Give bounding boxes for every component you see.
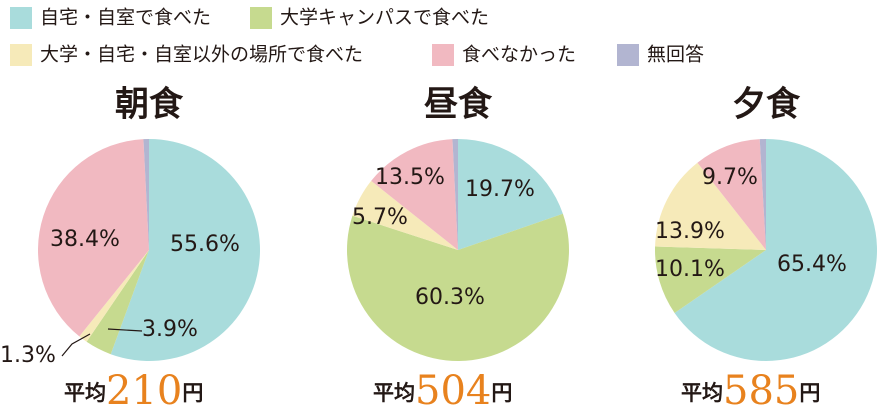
pie-slice: [458, 139, 563, 250]
data-label: 1.3%: [0, 343, 56, 368]
average-label: 平均: [373, 381, 415, 405]
average-label: 平均: [64, 381, 106, 405]
pie-slice: [347, 213, 569, 362]
average-value: 585: [723, 368, 799, 414]
average-value: 210: [106, 368, 182, 414]
data-label: 65.4%: [777, 252, 847, 277]
pie-slice: [79, 250, 149, 342]
data-label: 55.6%: [170, 232, 240, 257]
average: 平均585円: [681, 368, 820, 414]
legend-label: 無回答: [647, 44, 704, 66]
pie-slice: [86, 250, 149, 355]
pie-slice: [452, 139, 458, 250]
legend-label: 自宅・自室で食べた: [40, 7, 211, 29]
data-label: 3.9%: [142, 317, 198, 342]
chart-title: 朝食: [115, 85, 184, 125]
data-label: 60.3%: [415, 285, 485, 310]
legend-swatch: [10, 44, 32, 66]
pie-slice: [110, 139, 261, 362]
average-unit: 円: [491, 381, 512, 405]
average: 平均504円: [373, 368, 512, 414]
average-unit: 円: [182, 381, 203, 405]
pie-slice: [674, 139, 878, 361]
pie-slice: [759, 139, 766, 250]
average-unit: 円: [799, 381, 820, 405]
pie-slice: [143, 139, 149, 250]
average: 平均210円: [64, 368, 203, 414]
legend-label: 大学・自宅・自室以外の場所で食べた: [40, 44, 363, 66]
data-label: 10.1%: [655, 257, 725, 282]
data-label: 13.9%: [655, 219, 725, 244]
average-label: 平均: [681, 381, 723, 405]
legend-swatch: [250, 7, 272, 29]
chart-title: 夕食: [732, 85, 801, 125]
pie-slice: [655, 246, 766, 313]
pie-slice: [38, 139, 149, 337]
leader-line: [61, 333, 91, 357]
leader-line: [107, 328, 143, 332]
legend-label: 大学キャンパスで食べた: [280, 7, 489, 29]
legend-label: 食べなかった: [462, 44, 576, 66]
pie-slice: [352, 180, 458, 250]
pie-slice: [697, 139, 766, 250]
average-value: 504: [415, 368, 491, 414]
pie-slice: [655, 162, 766, 250]
data-label: 19.7%: [465, 177, 535, 202]
data-label: 38.4%: [50, 227, 120, 252]
data-label: 13.5%: [375, 165, 445, 190]
pie-slice: [371, 139, 458, 250]
legend-swatch: [432, 44, 454, 66]
chart-title: 昼食: [424, 85, 493, 125]
data-label: 9.7%: [702, 165, 758, 190]
data-label: 5.7%: [352, 205, 408, 230]
legend-swatch: [617, 44, 639, 66]
legend-swatch: [10, 7, 32, 29]
